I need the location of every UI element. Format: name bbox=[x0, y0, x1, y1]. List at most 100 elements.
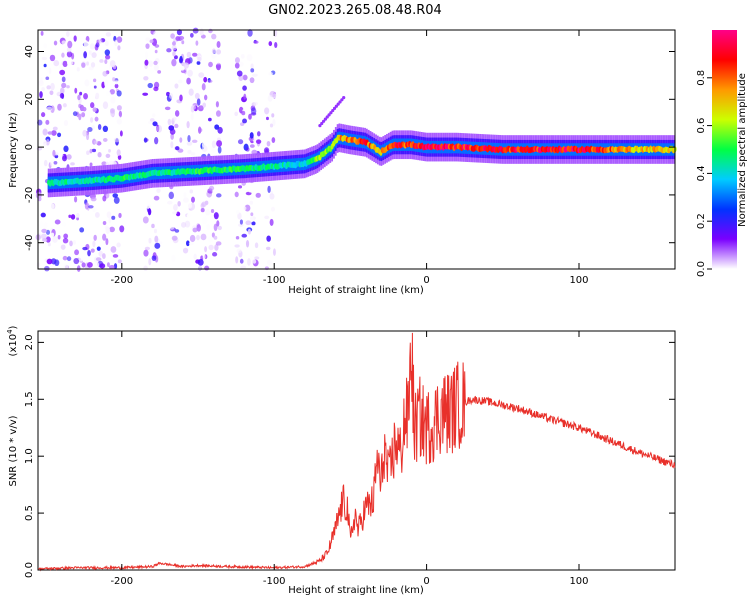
spectrogram-noise-cell bbox=[271, 113, 275, 118]
spectrogram-noise-cell bbox=[190, 32, 194, 38]
spectrogram-wisp-cell bbox=[338, 100, 342, 104]
snr-x-ticks: -200 -100 0 100 bbox=[110, 331, 589, 587]
spectrogram-noise-cell bbox=[264, 266, 269, 271]
spectrogram-wisp-cell bbox=[340, 98, 344, 102]
spectrogram-noise-cell bbox=[97, 124, 102, 131]
spectrogram-noise-cell bbox=[247, 228, 252, 235]
spectrogram-noise-cell bbox=[42, 139, 47, 147]
spectrogram-noise-cell bbox=[62, 238, 69, 244]
spectrogram-noise-cell bbox=[183, 191, 187, 198]
spectrogram-noise-cell bbox=[45, 229, 51, 235]
spectrogram-noise-cell bbox=[197, 259, 204, 266]
spectrogram-noise-cell bbox=[203, 183, 209, 190]
spectrogram-noise-cell bbox=[63, 119, 69, 127]
spectrogram-noise-cell bbox=[250, 196, 254, 200]
spectrogram-noise-cell bbox=[153, 64, 159, 71]
snr-x-tick-label: 0 bbox=[423, 576, 429, 587]
spectrogram-noise-cell bbox=[67, 59, 71, 67]
spectrogram-noise-cell bbox=[214, 124, 220, 130]
spectrogram-noise-cell bbox=[250, 112, 257, 116]
spectrogram-noise-cell bbox=[153, 81, 160, 89]
spectrogram-noise-cell bbox=[87, 126, 93, 132]
spectrogram-noise-cell bbox=[37, 196, 42, 202]
spectrogram-noise-cell bbox=[143, 265, 148, 271]
spectrogram-noise-cell bbox=[60, 87, 65, 95]
spectrogram-noise-cell bbox=[186, 240, 190, 247]
snr-y-ticks: 0.0 0.5 1.0 1.5 2.0 bbox=[24, 334, 675, 578]
spectrogram-noise-cell bbox=[91, 52, 97, 58]
spectrogram-noise-cell bbox=[237, 185, 243, 189]
spectrogram-noise-cell bbox=[88, 205, 94, 209]
spectrogram-noise-cell bbox=[104, 40, 109, 46]
spectrogram-noise-cell bbox=[142, 216, 149, 224]
spectrogram-noise-cell bbox=[209, 185, 215, 191]
spectrogram-noise-cell bbox=[186, 213, 192, 218]
spectrogram-noise-cell bbox=[49, 90, 54, 96]
spectrogram-noise-cell bbox=[62, 155, 67, 162]
spectrogram-noise-cell bbox=[79, 227, 85, 233]
spectrogram-noise-cell bbox=[172, 51, 176, 57]
spectrogram-noise-cell bbox=[174, 83, 179, 89]
spectrogram-noise-cell bbox=[111, 215, 116, 220]
spectrogram-noise-cell bbox=[175, 36, 181, 42]
spectrogram-noise-cell bbox=[234, 111, 239, 117]
spectrogram-noise-cell bbox=[86, 132, 90, 141]
spectrogram-noise-cell bbox=[148, 237, 152, 244]
spectrogram-noise-cell bbox=[149, 118, 155, 122]
spectrogram-x-tick-label: -100 bbox=[263, 275, 286, 286]
spectrogram-noise-cell bbox=[68, 214, 72, 218]
spectrogram-noise-cell bbox=[215, 241, 222, 246]
spectrogram-noise-cell bbox=[254, 242, 259, 249]
spectrogram-noise-cell bbox=[148, 103, 153, 109]
spectrogram-noise-cell bbox=[40, 233, 47, 240]
spectrogram-noise-cell bbox=[89, 43, 95, 50]
spectrogram-noise-cell bbox=[50, 258, 57, 265]
spectrogram-noise-cell bbox=[202, 253, 206, 260]
spectrogram-y-tick-label: 40 bbox=[24, 45, 35, 58]
spectrogram-noise-cell bbox=[57, 235, 61, 240]
snr-x-tick-label: -200 bbox=[110, 576, 133, 587]
spectrogram-noise-cell bbox=[93, 234, 97, 241]
spectrogram-noise-cell bbox=[265, 246, 271, 251]
spectrogram-wisp-cell bbox=[336, 102, 340, 106]
spectrogram-wisp-cell bbox=[320, 121, 324, 126]
spectrogram-noise-cell bbox=[50, 232, 55, 238]
spectrogram-noise-cell bbox=[106, 211, 112, 219]
spectrogram-noise-cell bbox=[250, 216, 254, 223]
spectrogram-noise-cell bbox=[166, 200, 173, 205]
spectrogram-noise-cell bbox=[235, 235, 240, 240]
spectrogram-noise-cell bbox=[145, 37, 151, 42]
spectrogram-noise-cell bbox=[87, 249, 91, 257]
spectrogram-noise-cell bbox=[166, 48, 172, 53]
spectrogram-noise-cell bbox=[237, 139, 244, 145]
spectrogram-noise-cell bbox=[118, 212, 122, 219]
spectrogram-x-tick-label: 0 bbox=[423, 275, 429, 286]
spectrogram-noise-cell bbox=[244, 204, 251, 212]
spectrogram-y-ticks: -40 -20 0 20 40 bbox=[24, 45, 675, 251]
spectrogram-noise-cell bbox=[89, 162, 93, 167]
spectrogram-noise-cell bbox=[251, 221, 256, 226]
spectrogram-noise-cell bbox=[105, 54, 111, 60]
spectrogram-noise-cell bbox=[168, 125, 175, 131]
spectrogram-noise-cell bbox=[96, 246, 101, 251]
colorbar-tick-label: 0.6 bbox=[696, 118, 707, 134]
spectrogram-noise-cell bbox=[93, 78, 97, 83]
spectrogram-noise-cell bbox=[99, 59, 104, 63]
spectrogram-noise-cell bbox=[102, 70, 108, 77]
colorbar-gradient bbox=[712, 30, 737, 269]
spectrogram-noise-cell bbox=[49, 159, 56, 167]
spectrogram-noise-cell bbox=[241, 102, 246, 108]
spectrogram-noise-cell bbox=[114, 228, 119, 234]
spectrogram-noise-cell bbox=[267, 94, 273, 102]
spectrogram-noise-cell bbox=[217, 126, 223, 134]
spectrogram-noise-cell bbox=[90, 248, 95, 253]
spectrogram-noise-cell bbox=[70, 214, 76, 220]
spectrogram-noise-cell bbox=[119, 225, 125, 233]
spectrogram-noise-cell bbox=[61, 76, 66, 83]
spectrogram-noise-cell bbox=[74, 249, 80, 256]
spectrogram-noise-cell bbox=[192, 52, 198, 57]
spectrogram-noise-cell bbox=[68, 114, 74, 119]
spectrogram-noise-cell bbox=[194, 92, 200, 100]
spectrogram-noise-cell bbox=[73, 257, 80, 265]
